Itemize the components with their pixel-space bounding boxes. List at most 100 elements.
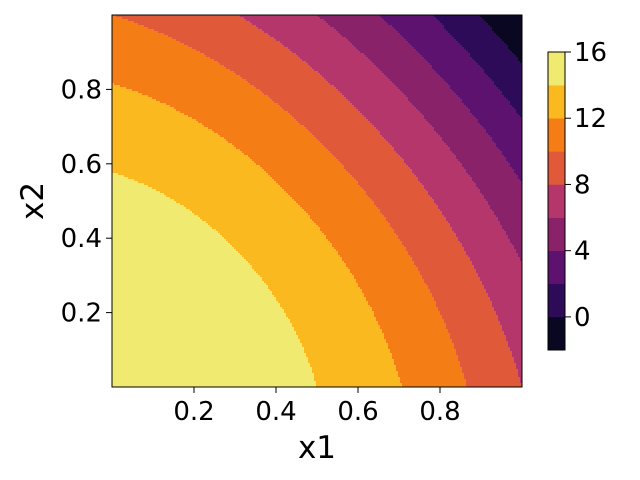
contour-cell [466,35,469,38]
contour-cell [486,21,489,24]
contour-cell [240,19,243,22]
contour-cell [236,27,239,30]
contour-cell [176,25,179,28]
contour-cell [358,23,361,26]
contour-cell [268,19,271,22]
contour-cell [120,35,123,38]
contour-cell [446,15,449,18]
contour-cell [422,29,425,32]
contour-cell [210,15,213,18]
contour-cell [514,27,517,30]
contour-cell [480,19,483,22]
contour-cell [152,23,155,26]
contour-cell [462,23,465,26]
contour-cell [316,21,319,24]
contour-cell [310,23,313,26]
contour-cell [494,31,497,34]
contour-cell [142,33,145,36]
contour-cell [278,33,281,36]
contour-cell [460,19,463,22]
contour-cell [496,17,499,20]
contour-cell [148,33,151,36]
contour-cell [326,21,329,24]
contour-cell [272,15,275,18]
contour-cell [472,31,475,34]
contour-cell [306,31,309,34]
contour-cell [482,19,485,22]
contour-cell [256,27,259,30]
contour-cell [212,25,215,28]
contour-cell [334,27,337,30]
contour-cell [398,25,401,28]
contour-cell [124,33,127,36]
contour-cell [182,21,185,24]
contour-cell [294,33,297,36]
contour-cell [484,31,487,34]
contour-cell [136,31,139,34]
contour-cell [158,33,161,36]
contour-cell [276,33,279,36]
contour-cell [174,31,177,34]
contour-cell [416,21,419,24]
contour-cell [338,15,341,18]
contour-cell [390,27,393,30]
contour-cell [238,17,241,20]
contour-cell [520,17,522,20]
contour-cell [266,31,269,34]
contour-cell [496,33,499,36]
contour-cell [350,35,353,38]
contour-cell [344,25,347,28]
contour-cell [212,27,215,30]
contour-cell [478,21,481,24]
contour-cell [472,25,475,28]
contour-cell [388,19,391,22]
contour-cell [456,17,459,20]
contour-cell [188,29,191,32]
contour-cell [318,15,321,18]
contour-cell [382,31,385,34]
contour-cell [116,19,119,22]
contour-cell [368,15,371,18]
contour-cell [116,23,119,26]
contour-cell [300,21,303,24]
contour-cell [244,35,247,38]
contour-cell [200,27,203,30]
contour-cell [292,21,295,24]
contour-cell [508,31,511,34]
contour-cell [266,25,269,28]
contour-cell [290,27,293,30]
contour-cell [176,19,179,22]
contour-cell [408,17,411,20]
contour-cell [350,23,353,26]
contour-cell [148,31,151,34]
contour-cell [150,19,153,22]
contour-cell [362,25,365,28]
contour-cell [382,23,385,26]
contour-cell [324,21,327,24]
contour-cell [346,21,349,24]
contour-cell [190,27,193,30]
contour-cell [310,31,313,34]
contour-cell [244,29,247,32]
contour-cell [136,19,139,22]
contour-cell [514,31,517,34]
contour-cell [338,27,341,30]
contour-cell [156,15,159,18]
contour-cell [232,29,235,32]
contour-cell [288,33,291,36]
contour-cell [118,15,121,18]
contour-cell [138,19,141,22]
contour-cell [222,27,225,30]
contour-cell [202,17,205,20]
contour-cell [198,23,201,26]
contour-cell [248,31,251,34]
contour-cell [370,19,373,22]
contour-cell [362,21,365,24]
contour-cell [282,21,285,24]
contour-cell [194,23,197,26]
contour-cell [484,15,487,18]
contour-cell [418,33,421,36]
contour-cell [188,21,191,24]
contour-cell [474,29,477,32]
contour-cell [118,19,121,22]
